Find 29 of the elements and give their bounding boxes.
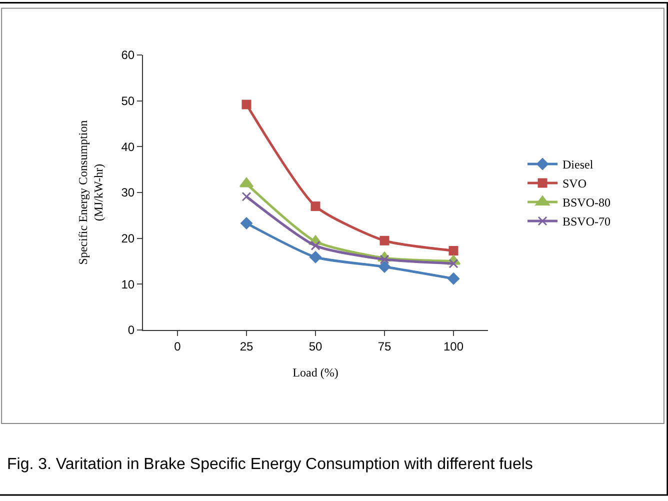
- legend-label: BSVO-70: [562, 214, 611, 229]
- x-tick-label: 100: [443, 339, 464, 354]
- y-tick-label: 60: [121, 48, 135, 62]
- point: [448, 246, 458, 256]
- point: [310, 202, 320, 211]
- point: [310, 251, 322, 264]
- point: [310, 240, 320, 250]
- point: [448, 272, 460, 285]
- x-tick-label: 25: [240, 339, 254, 354]
- y-tick-label: 10: [121, 277, 135, 292]
- x-tick-label: 75: [378, 339, 392, 354]
- point: [242, 100, 252, 110]
- y-tick-label: 20: [121, 232, 135, 246]
- x-axis-title: Load (%): [292, 365, 338, 380]
- legend-label: SVO: [562, 176, 587, 191]
- legend-label: BSVO-80: [562, 196, 611, 210]
- caption: Fig. 3. Varitation in Brake Specific Energy Consumption with different fuels: [7, 456, 533, 473]
- x-tick-label: 50: [308, 339, 322, 354]
- point: [380, 236, 390, 246]
- y-tick-label: 30: [121, 186, 135, 200]
- point: [240, 217, 252, 230]
- point: [378, 260, 390, 273]
- y-tick-label: 40: [121, 140, 135, 154]
- point: [242, 192, 252, 202]
- legend-label: Diesel: [562, 158, 594, 172]
- y-axis-title: Specific Energy Consumption (MJ/kW-hr): [76, 120, 106, 265]
- x-tick-label: 0: [174, 339, 182, 354]
- y-tick-label: 50: [121, 94, 135, 108]
- y-tick-label: 0: [128, 323, 135, 338]
